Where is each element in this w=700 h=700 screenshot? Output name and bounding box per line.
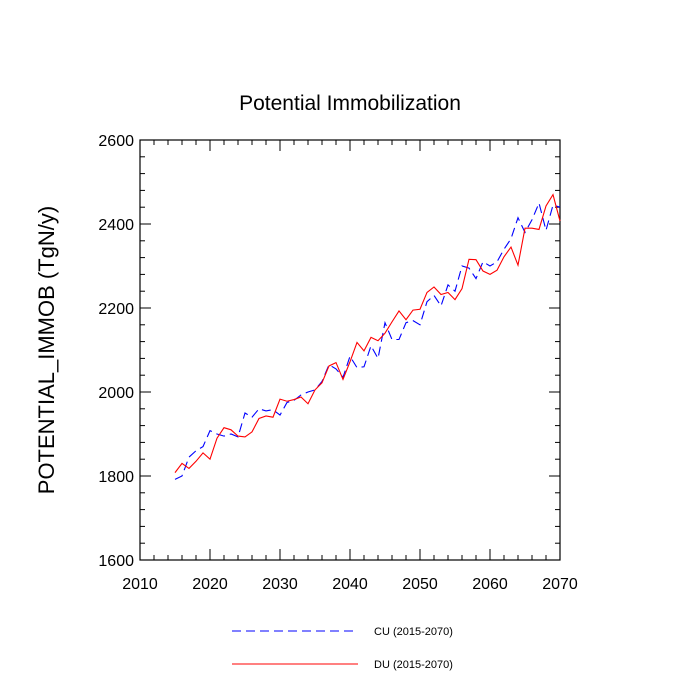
x-axis-ticks [139, 140, 561, 560]
legend-label-du: DU (2015-2070) [374, 659, 453, 671]
legend-label-cu: CU (2015-2070) [374, 626, 453, 638]
y-axis-ticks [140, 139, 560, 561]
x-tick-label: 2060 [472, 576, 508, 593]
y-axis-tick-labels: 1600 1800 2000 2200 2400 2600 [98, 133, 134, 570]
legend: CU (2015-2070) DU (2015-2070) [232, 626, 453, 671]
y-axis-label: POTENTIAL_IMMOB (TgN/y) [34, 206, 59, 494]
y-tick-label: 2400 [98, 217, 134, 234]
y-tick-label: 2200 [98, 301, 134, 318]
y-tick-label: 1800 [98, 469, 134, 486]
plot-frame [139, 139, 561, 561]
x-tick-label: 2070 [542, 576, 578, 593]
y-tick-label: 2600 [98, 133, 134, 150]
x-tick-label: 2050 [402, 576, 438, 593]
y-tick-label: 1600 [98, 553, 134, 570]
x-tick-label: 2030 [262, 576, 298, 593]
series-line-cu [174, 201, 561, 480]
x-tick-label: 2040 [332, 576, 368, 593]
y-tick-label: 2000 [98, 385, 134, 402]
series-line-du [174, 193, 561, 473]
x-axis-tick-labels: 2010 2020 2030 2040 2050 2060 2070 [122, 576, 578, 593]
series-lines [174, 193, 561, 480]
x-tick-label: 2020 [192, 576, 228, 593]
chart-title: Potential Immobilization [239, 92, 461, 115]
x-tick-label: 2010 [122, 576, 158, 593]
